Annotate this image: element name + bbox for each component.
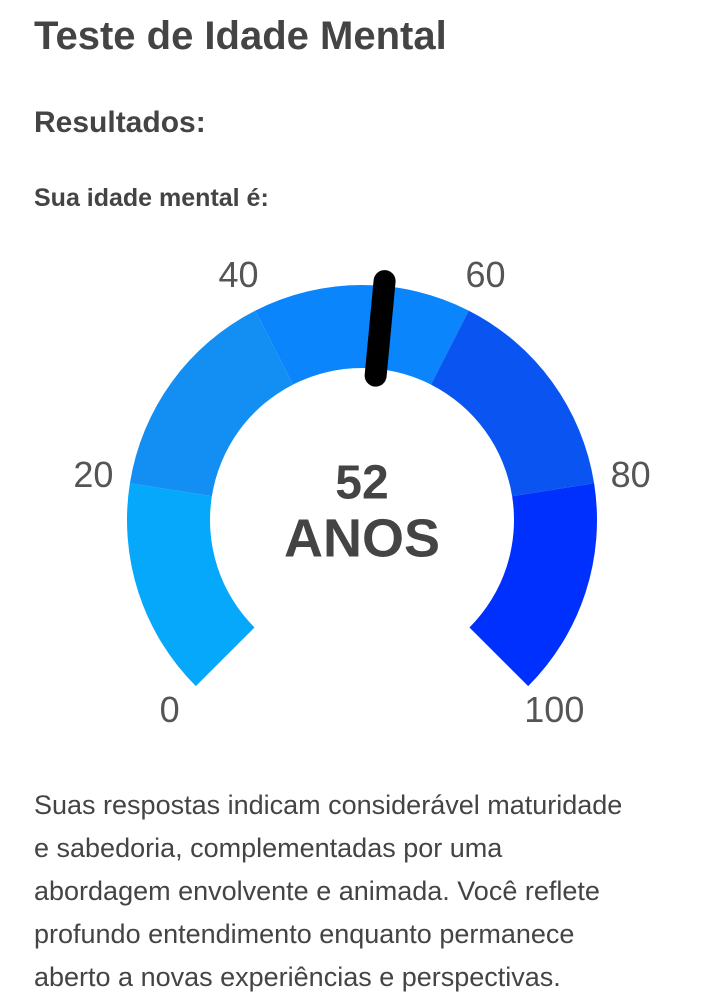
gauge-band [255,284,469,385]
description-line: aberto a novas experiências e perspectiv… [34,962,561,992]
gauge-needle [364,270,396,387]
gauge-tick-label: 80 [611,454,651,495]
subtitle: Resultados: [34,106,206,139]
result-label: Sua idade mental é: [34,184,269,212]
gauge-band [431,310,595,497]
gauge: 52 ANOS 0 20 40 60 80 100 [73,254,651,730]
page-title: Teste de Idade Mental [34,14,447,58]
gauge-tick-label: 60 [465,254,505,295]
description-line: e sabedoria, complementadas por uma [34,833,503,863]
description-line: abordagem envolvente e animada. Você ref… [34,876,600,906]
gauge-unit: ANOS [284,508,440,568]
gauge-tick-label: 40 [218,254,258,295]
gauge-band [129,310,293,497]
description: Suas respostas indicam considerável matu… [34,784,622,999]
description-line: profundo entendimento enquanto permanece [34,919,575,949]
gauge-band [127,483,255,687]
gauge-band [469,483,597,687]
gauge-value: 52 [335,457,388,510]
gauge-tick-label: 20 [73,454,113,495]
description-line: Suas respostas indicam considerável matu… [34,790,623,820]
gauge-tick-label: 0 [160,689,180,730]
gauge-tick-label: 100 [524,689,584,730]
